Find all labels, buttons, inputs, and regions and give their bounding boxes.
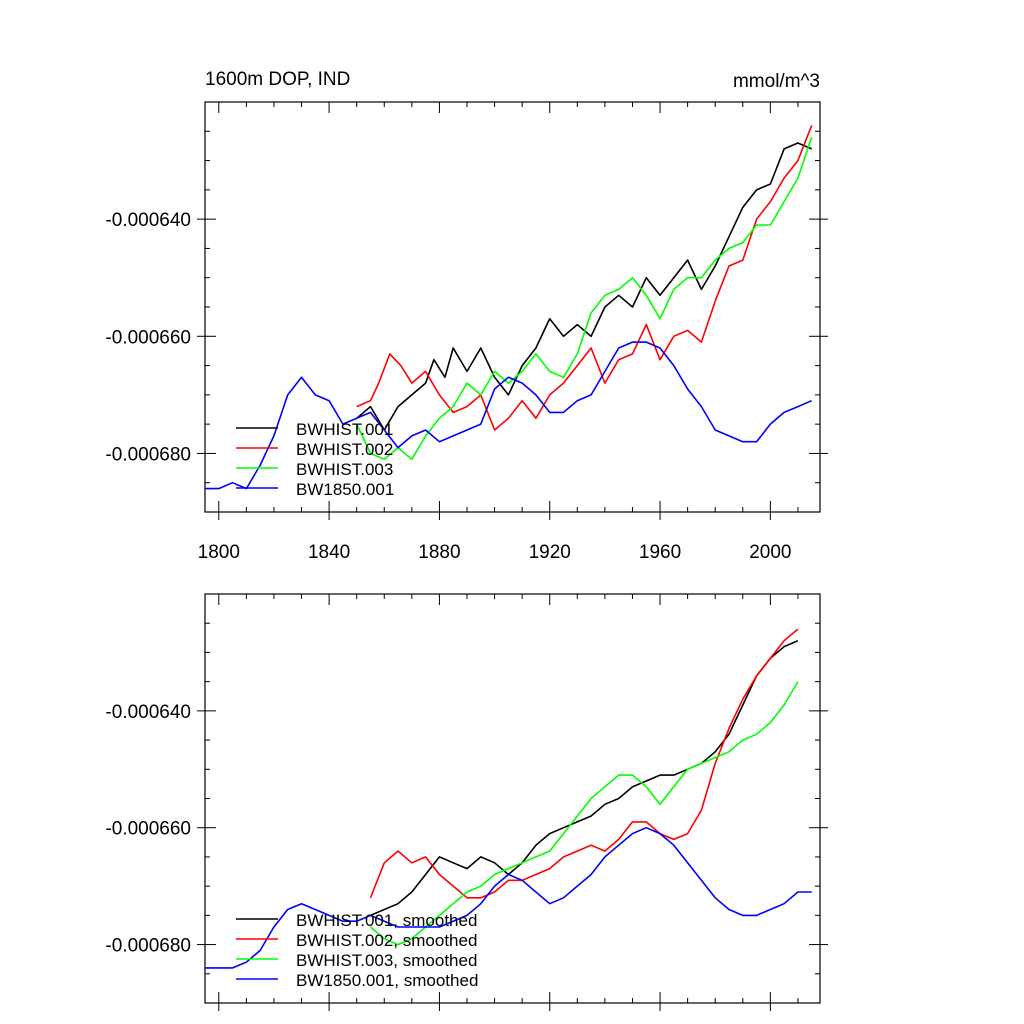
y-tick-label: -0.000680	[105, 936, 191, 957]
series-line-2	[356, 125, 813, 431]
chart-title-left: 1600m DOP, IND	[205, 69, 350, 90]
series-line-3	[369, 681, 799, 946]
legend-label: BWHIST.002, smoothed	[296, 931, 477, 950]
top-panel: 1800 1840 1880 1920 1960 2000 -0.000640 -0.0006…	[105, 69, 828, 563]
legend-label: BW1850.001	[296, 480, 394, 499]
bottom-panel: -0.000640 -0.000660 -0.000680 BWHIST.001, s…	[105, 593, 828, 1011]
y-tick-label: -0.000640	[105, 702, 191, 723]
chart-title-right: mmol/m^3	[733, 71, 820, 92]
series-line-4	[205, 826, 812, 969]
legend-label: BW1850.001, smoothed	[296, 971, 478, 990]
y-tick-label: -0.000660	[105, 819, 191, 840]
legend-label: BWHIST.001, smoothed	[296, 911, 477, 930]
legend-label: BWHIST.003	[296, 460, 393, 479]
x-tick-label: 1800	[198, 542, 240, 563]
series-line-1	[356, 142, 813, 431]
y-tick-label: -0.000640	[105, 210, 191, 231]
x-tick-label: 1920	[529, 542, 571, 563]
legend-label: BWHIST.001	[296, 420, 393, 439]
y-tick-label: -0.000680	[105, 444, 191, 465]
x-tick-label: 1880	[418, 542, 460, 563]
y-tick-label: -0.000660	[105, 327, 191, 348]
series-line-4	[205, 341, 813, 490]
x-tick-label: 2000	[749, 542, 791, 563]
x-tick-label: 1960	[639, 542, 681, 563]
series-line-2	[369, 628, 799, 899]
series-line-3	[355, 136, 813, 461]
legend-label: BWHIST.003, smoothed	[296, 951, 477, 970]
x-tick-label: 1840	[308, 542, 350, 563]
legend-label: BWHIST.002	[296, 440, 393, 459]
series-line-1	[370, 639, 799, 917]
